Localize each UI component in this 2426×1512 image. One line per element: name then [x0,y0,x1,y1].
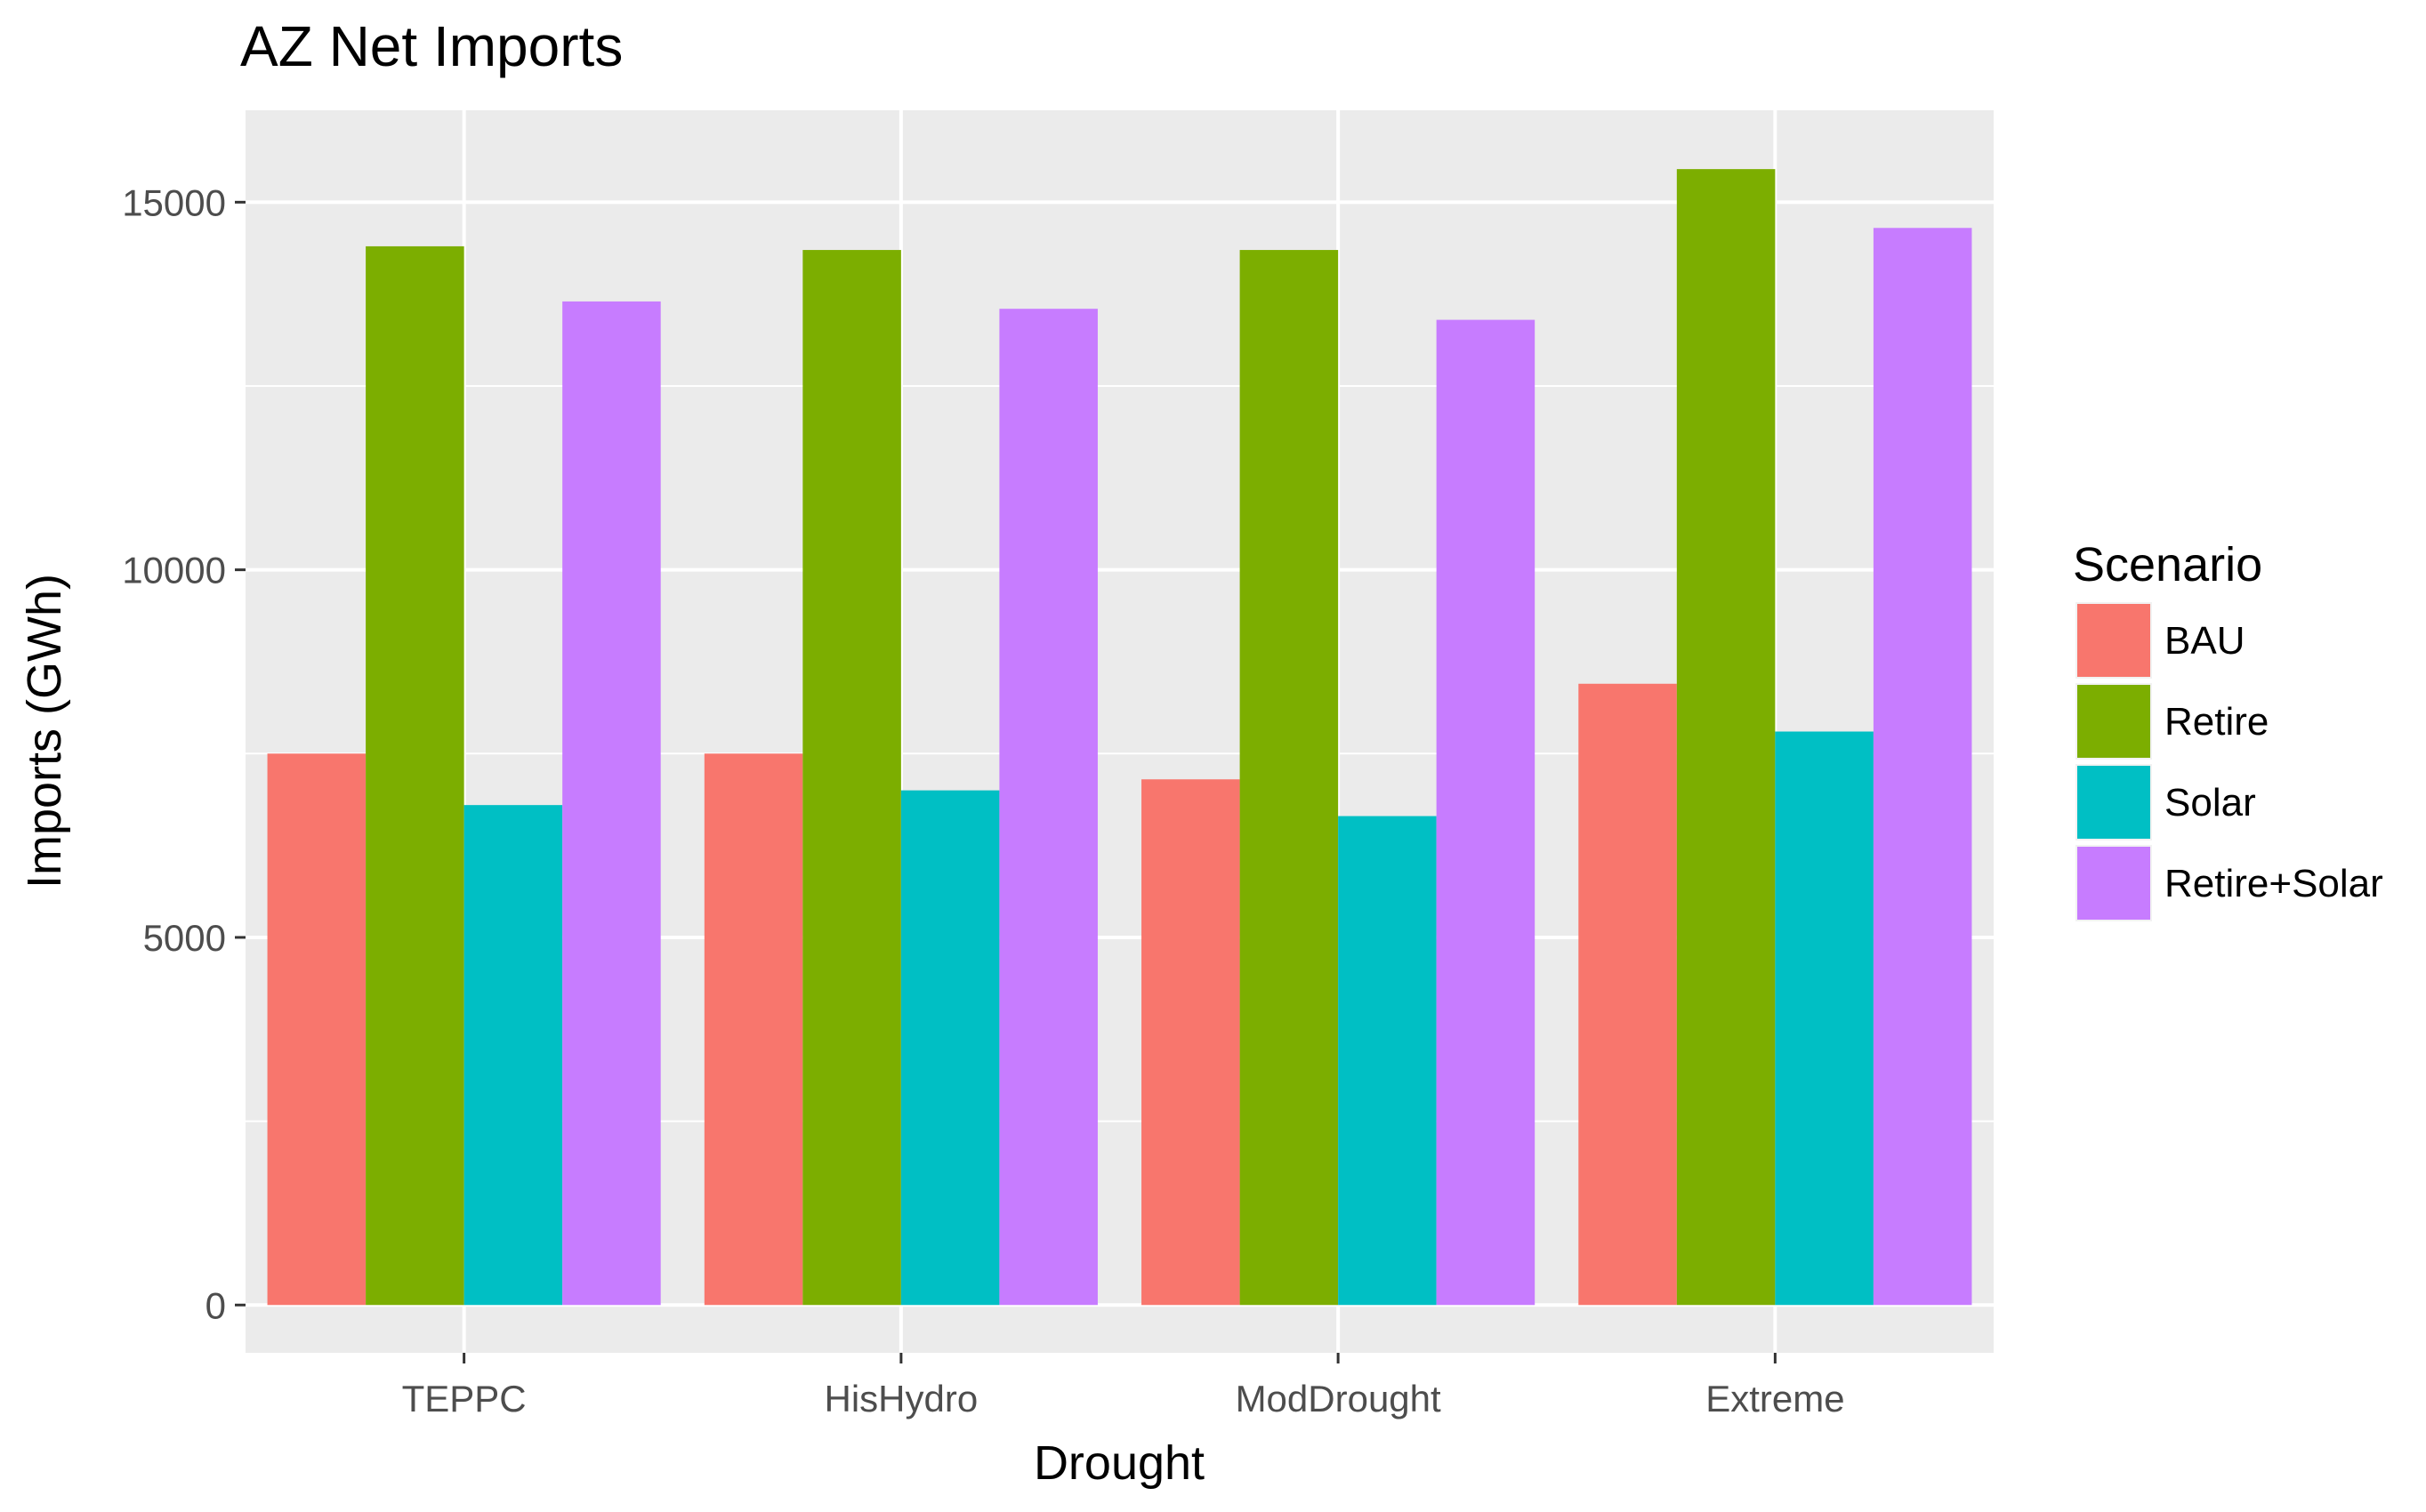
legend-label: BAU [2164,619,2245,663]
x-tick-label: HisHydro [825,1378,979,1420]
legend-swatch-bau [2077,604,2150,677]
legend-label: Retire+Solar [2164,862,2383,905]
bar-extreme-solar [1775,731,1874,1306]
bar-moddrought-retire-solar [1436,319,1535,1306]
bar-extreme-bau [1578,683,1677,1306]
bar-teppc-retire-solar [562,301,661,1306]
bar-hishydro-retire-solar [999,309,1098,1306]
y-axis: 0 5000 10000 15000 [122,181,246,1326]
y-tick-label: 15000 [122,181,226,223]
x-tick-label: TEPPC [402,1378,527,1420]
x-axis-title: Drought [1034,1436,1205,1490]
chart-title: AZ Net Imports [240,14,623,78]
legend-label: Solar [2164,781,2256,824]
y-axis-title: Imports (GWh) [18,574,71,889]
x-tick-label: ModDrought [1236,1378,1441,1420]
bar-hishydro-retire [802,250,901,1306]
bars [267,169,1972,1306]
bar-extreme-retire [1676,169,1776,1306]
legend-title: Scenario [2073,538,2262,591]
x-axis: TEPPC HisHydro ModDrought Extreme [402,1353,1845,1420]
legend: Scenario BAU Retire Solar Retire+Solar [2073,538,2383,921]
y-tick-label: 0 [206,1284,226,1326]
bar-moddrought-solar [1338,816,1437,1306]
bar-teppc-solar [463,805,563,1306]
bar-moddrought-retire [1239,250,1339,1306]
bar-hishydro-bau [704,753,803,1306]
legend-label: Retire [2164,700,2269,744]
bar-moddrought-bau [1141,779,1240,1306]
y-tick-label: 10000 [122,550,226,591]
bar-teppc-bau [267,753,367,1306]
bar-teppc-retire [366,245,464,1306]
legend-swatch-solar [2077,766,2150,839]
bar-extreme-retire-solar [1873,228,1972,1306]
legend-swatch-retire-solar [2077,847,2150,920]
legend-swatch-retire [2077,685,2150,758]
x-tick-label: Extreme [1705,1378,1844,1420]
bar-hishydro-solar [900,790,1000,1306]
y-tick-label: 5000 [143,917,226,959]
